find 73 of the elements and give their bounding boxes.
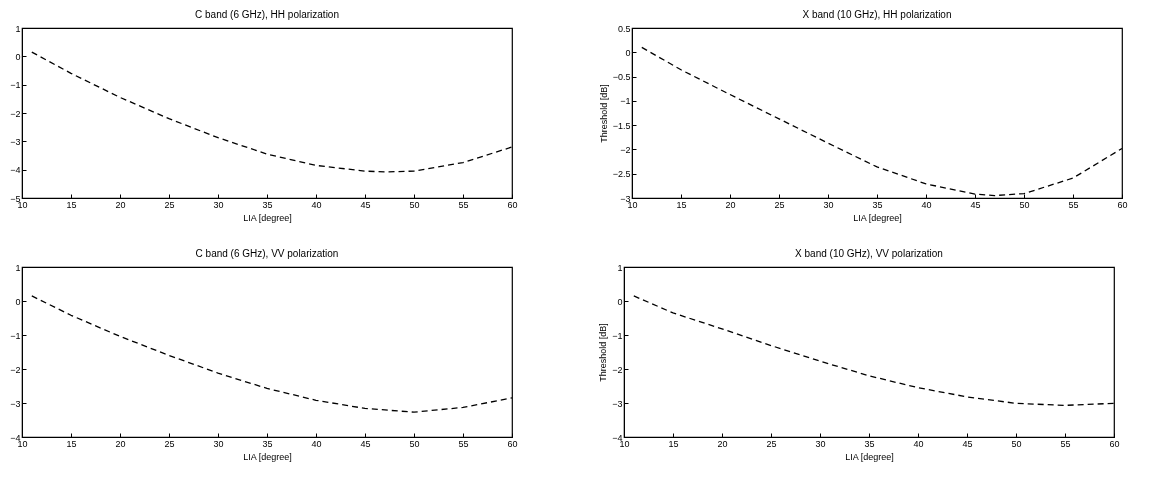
y-tick-label: −1.5 [612, 120, 631, 131]
y-tick-label: 0 [15, 51, 21, 62]
y-tick-label: −1 [620, 96, 631, 107]
x-axis-title: LIA [degree] [853, 212, 902, 223]
chart-title: X band (10 GHz), VV polarization [795, 248, 943, 259]
x-tick-label: 45 [360, 438, 371, 449]
chart-title: C band (6 GHz), VV polarization [195, 248, 339, 259]
x-tick-label: 60 [507, 438, 518, 449]
x-tick-label: 45 [970, 199, 981, 210]
x-tick-label: 25 [766, 438, 777, 449]
x-tick-label: 15 [668, 438, 679, 449]
x-tick-label: 35 [262, 199, 273, 210]
y-tick-label: 0 [15, 296, 21, 307]
chart-title: C band (6 GHz), HH polarization [195, 9, 339, 20]
chart-title: X band (10 GHz), HH polarization [802, 9, 952, 20]
y-tick-label: −1 [612, 330, 623, 341]
y-axis-title: Threshold [dB] [598, 84, 609, 143]
y-tick-label: −2 [10, 364, 21, 375]
x-tick-label: 40 [311, 199, 322, 210]
x-tick-label: 55 [458, 438, 469, 449]
x-tick-label: 20 [717, 438, 728, 449]
y-tick-label: −2.5 [612, 169, 631, 180]
x-tick-label: 25 [774, 199, 785, 210]
x-tick-label: 30 [815, 438, 826, 449]
x-tick-label: 60 [507, 199, 518, 210]
y-tick-label: 1 [15, 23, 21, 34]
y-tick-label: −1 [10, 330, 21, 341]
x-tick-label: 35 [262, 438, 273, 449]
x-tick-label: 15 [676, 199, 687, 210]
x-tick-label: 15 [66, 199, 77, 210]
y-tick-label: 0 [625, 47, 631, 58]
x-tick-label: 55 [458, 199, 469, 210]
x-tick-label: 40 [311, 438, 322, 449]
x-tick-label: 45 [360, 199, 371, 210]
y-tick-label: −0.5 [612, 72, 631, 83]
x-tick-label: 35 [864, 438, 875, 449]
x-axis-title: LIA [degree] [845, 451, 894, 462]
y-tick-label: 0.5 [617, 23, 631, 34]
x-tick-label: 45 [962, 438, 973, 449]
x-tick-label: 50 [409, 199, 420, 210]
x-tick-label: 50 [409, 438, 420, 449]
x-tick-label: 30 [823, 199, 834, 210]
y-tick-label: −3 [10, 136, 21, 147]
y-tick-label: −2 [620, 144, 631, 155]
x-tick-label: 25 [164, 199, 175, 210]
y-tick-label: 1 [617, 262, 623, 273]
x-tick-label: 40 [921, 199, 932, 210]
x-tick-label: 60 [1117, 199, 1128, 210]
x-tick-label: 20 [115, 438, 126, 449]
x-tick-label: 55 [1060, 438, 1071, 449]
x-axis-title: LIA [degree] [243, 451, 292, 462]
y-axis-title: Threshold [dB] [598, 323, 609, 382]
y-tick-label: −1 [10, 80, 21, 91]
x-tick-label: 30 [213, 199, 224, 210]
x-axis-title: LIA [degree] [243, 212, 292, 223]
x-tick-label: 20 [725, 199, 736, 210]
x-tick-label: 35 [872, 199, 883, 210]
y-tick-label: −4 [10, 165, 21, 176]
x-tick-label: 55 [1068, 199, 1079, 210]
x-tick-label: 50 [1011, 438, 1022, 449]
y-tick-label: 1 [15, 262, 21, 273]
x-tick-label: 15 [66, 438, 77, 449]
y-tick-label: 0 [617, 296, 623, 307]
y-tick-label: −3 [612, 398, 623, 409]
x-tick-label: 20 [115, 199, 126, 210]
x-tick-label: 50 [1019, 199, 1030, 210]
y-tick-label: −2 [10, 108, 21, 119]
x-tick-label: 60 [1109, 438, 1120, 449]
x-tick-label: 25 [164, 438, 175, 449]
x-tick-label: 40 [913, 438, 924, 449]
x-tick-label: 30 [213, 438, 224, 449]
y-tick-label: −3 [10, 398, 21, 409]
y-tick-label: −2 [612, 364, 623, 375]
